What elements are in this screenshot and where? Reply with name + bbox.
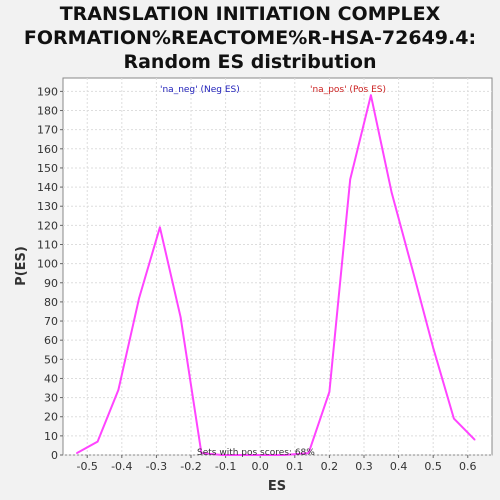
- chart-title-line-1: TRANSLATION INITIATION COMPLEX: [59, 3, 441, 25]
- pos-scores-footer: Sets with pos scores: 68%: [197, 448, 315, 458]
- x-tick-label: 0.3: [355, 460, 373, 473]
- y-tick-label: 20: [44, 411, 58, 424]
- y-tick-label: 90: [44, 277, 58, 290]
- y-tick-label: 180: [37, 105, 58, 118]
- y-tick-label: 0: [51, 449, 58, 462]
- x-tick-label: 0.0: [251, 460, 269, 473]
- data-point: [328, 391, 331, 393]
- x-tick-label: 0.5: [424, 460, 442, 473]
- y-tick-label: 30: [44, 392, 58, 405]
- neg-es-label: 'na_neg' (Neg ES): [160, 85, 240, 95]
- axis-ticks: 0 10 20 30 40 50 60 70 80 90 100 110 120 130 140 150 160…: [37, 85, 477, 473]
- y-tick-label: 50: [44, 353, 58, 366]
- y-tick-label: 120: [37, 219, 58, 232]
- x-axis-label: ES: [268, 479, 286, 494]
- y-tick-label: 110: [37, 238, 58, 251]
- series-layer: [76, 94, 476, 456]
- x-tick-label: 0.4: [390, 460, 408, 473]
- data-point: [473, 438, 476, 441]
- chart-title-line-2: FORMATION%REACTOME%R-HSA-72649.4:: [23, 27, 477, 49]
- data-point: [242, 454, 244, 456]
- data-point: [159, 226, 161, 229]
- x-tick-label: -0.5: [76, 460, 97, 473]
- data-point: [370, 94, 372, 97]
- chart-title-line-3: Random ES distribution: [123, 51, 377, 73]
- data-point: [262, 454, 265, 456]
- x-tick-label: -0.1: [215, 460, 236, 473]
- y-tick-label: 60: [44, 334, 58, 347]
- data-point: [96, 440, 99, 443]
- data-point: [76, 452, 78, 454]
- y-tick-label: 160: [37, 143, 58, 156]
- pos-es-label: 'na_pos' (Pos ES): [310, 85, 386, 95]
- data-point: [390, 192, 393, 194]
- data-point: [179, 316, 182, 319]
- y-tick-label: 150: [37, 162, 58, 175]
- y-tick-label: 190: [37, 85, 58, 98]
- plot-area: [62, 77, 493, 456]
- x-tick-label: 0.1: [286, 460, 304, 473]
- y-tick-label: 80: [44, 296, 58, 309]
- grid-lines: [63, 78, 492, 456]
- y-tick-label: 170: [37, 124, 58, 137]
- y-tick-label: 70: [44, 315, 58, 328]
- x-tick-label: 0.2: [321, 460, 339, 473]
- y-tick-label: 100: [37, 258, 58, 271]
- data-point: [453, 417, 455, 420]
- data-point: [117, 389, 120, 391]
- data-point: [283, 454, 286, 456]
- data-point: [307, 452, 310, 454]
- x-tick-label: -0.2: [180, 460, 201, 473]
- es-distribution-line: [76, 94, 476, 456]
- data-point: [432, 347, 434, 349]
- y-axis-label: P(ES): [14, 246, 29, 286]
- x-tick-label: 0.6: [459, 460, 477, 473]
- x-tick-label: -0.3: [146, 460, 167, 473]
- y-tick-label: 40: [44, 372, 58, 385]
- data-point: [349, 178, 351, 181]
- y-tick-label: 10: [44, 430, 58, 443]
- x-tick-label: -0.4: [111, 460, 132, 473]
- data-point: [138, 297, 140, 299]
- y-tick-label: 130: [37, 200, 58, 213]
- y-tick-label: 140: [37, 181, 58, 194]
- data-point: [411, 268, 414, 271]
- data-point: [221, 454, 223, 456]
- data-point: [200, 452, 203, 454]
